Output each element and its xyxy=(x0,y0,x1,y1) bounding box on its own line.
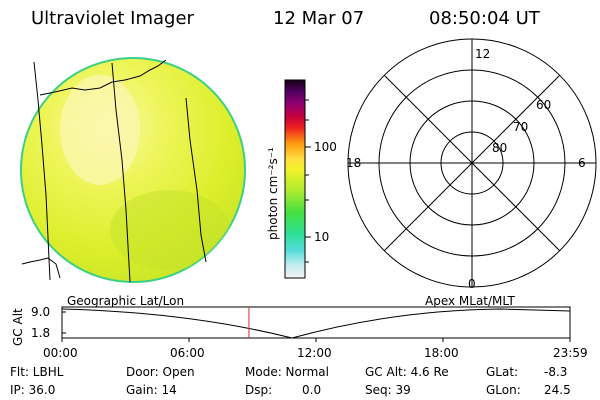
info-filter: Flt: LBHL xyxy=(10,365,64,379)
mlat-label-60: 60 xyxy=(536,98,552,112)
info-glon-label: GLon: xyxy=(486,383,521,397)
uv-image-disk xyxy=(20,57,246,283)
info-dsp-value: 0.0 xyxy=(302,383,322,397)
mlat-label-70: 70 xyxy=(513,120,529,134)
orbit-y-tick-low: 1.8 xyxy=(31,326,51,340)
image-date: 12 Mar 07 xyxy=(273,8,365,29)
orbit-x-tick-2359: 23:59 xyxy=(553,346,588,360)
instrument-title: Ultraviolet Imager xyxy=(31,8,194,29)
orbit-y-tick-high: 9.0 xyxy=(31,305,51,319)
mlat-label-80: 80 xyxy=(492,141,508,155)
mlt-label-dawn: 6 xyxy=(578,156,586,170)
info-mode: Mode: Normal xyxy=(245,365,329,379)
info-ip: IP: 36.0 xyxy=(10,383,56,397)
info-glat-value: -8.3 xyxy=(544,365,568,379)
info-glon-value: 24.5 xyxy=(544,383,571,397)
info-glat-label: GLat: xyxy=(486,365,519,379)
info-gc-alt: GC Alt: 4.6 Re xyxy=(365,365,449,379)
mlt-label-noon: 12 xyxy=(475,47,491,61)
orbit-x-tick-0000: 00:00 xyxy=(43,346,78,360)
colorbar xyxy=(284,79,311,279)
mlt-label-midnight: 0 xyxy=(468,277,476,291)
orbit-x-tick-1200: 12:00 xyxy=(297,346,332,360)
colorbar-tick-100: 100 xyxy=(314,140,337,154)
mlt-label-dusk: 18 xyxy=(346,156,362,170)
orbit-y-axis-label: GC Alt xyxy=(11,308,25,346)
info-dsp-label: Dsp: xyxy=(245,383,273,397)
orbit-x-tick-1800: 18:00 xyxy=(424,346,459,360)
orbit-geographic-title: Geographic Lat/Lon xyxy=(67,294,185,308)
polar-grid xyxy=(347,38,597,288)
orbit-apex-title: Apex MLat/MLT xyxy=(425,294,515,308)
geographic-grid-lines xyxy=(21,59,207,283)
colorbar-tick-10: 10 xyxy=(314,230,330,244)
image-time: 08:50:04 UT xyxy=(429,8,540,29)
info-door: Door: Open xyxy=(126,365,195,379)
info-seq: Seq: 39 xyxy=(365,383,411,397)
orbit-x-tick-0600: 06:00 xyxy=(170,346,205,360)
info-gain: Gain: 14 xyxy=(126,383,177,397)
orbit-plot xyxy=(61,306,571,342)
colorbar-unit-label: photon cm⁻²s⁻¹ xyxy=(266,147,280,240)
